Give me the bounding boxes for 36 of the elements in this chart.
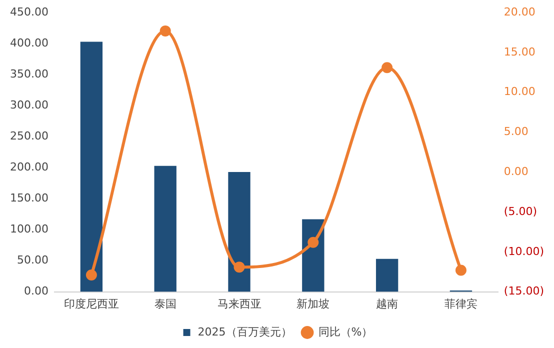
y-tick-label: 150.00 [10,192,48,205]
bar [154,166,176,292]
y2-tick-label: (10.00) [504,244,544,258]
legend-label: 2025（百万美元） [198,325,292,338]
y2-tick-label: 0.00 [504,165,528,178]
y2-tick-label: 20.00 [504,5,536,18]
bar [228,172,250,292]
bar [80,42,103,292]
point [234,262,245,273]
x-tick-label: 越南 [376,297,398,310]
y-tick-label: 250.00 [10,130,48,143]
y2-tick-label: 10.00 [504,85,536,98]
y-tick-label: 0.00 [24,284,48,298]
x-tick-label: 新加坡 [296,297,330,310]
legend-label: 同比（%） [318,325,373,338]
y-tick-label: 50.00 [16,254,48,267]
y-tick-label: 350.00 [10,68,48,81]
point [308,236,319,248]
y-tick-label: 450.00 [10,5,48,18]
y-tick-label: 200.00 [10,160,48,174]
point [455,264,466,276]
y-tick-label: 100.00 [10,222,48,236]
y-tick-label: 400.00 [10,36,48,50]
y2-tick-label: 5.00 [504,125,528,138]
y2-tick-label: (15.00) [504,284,544,298]
point [382,62,393,74]
point [160,25,171,36]
y2-tick-label: 15.00 [504,45,536,58]
x-tick-label: 菲律宾 [444,297,478,310]
y-tick-label: 300.00 [10,98,48,112]
bar [376,258,398,292]
y2-tick-label: (5.00) [504,204,538,218]
x-tick-label: 泰国 [154,297,176,310]
x-tick-label: 马来西亚 [217,297,262,310]
point [86,270,97,281]
x-tick-label: 印度尼西亚 [64,297,119,310]
